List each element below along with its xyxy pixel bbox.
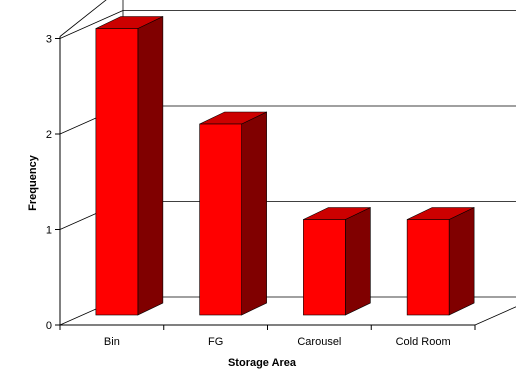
gridline-depth <box>59 10 124 39</box>
x-tick-label: FG <box>208 336 223 348</box>
bar-bin <box>95 16 164 316</box>
x-axis-title: Storage Area <box>228 357 297 369</box>
bar-front-face <box>199 123 242 316</box>
x-tick-label: Bin <box>104 336 120 348</box>
floor-right-edge <box>474 306 516 326</box>
bar-side-face <box>137 16 164 316</box>
y-tick-label: 2 <box>46 129 52 141</box>
bar-side-face <box>448 207 475 316</box>
bar-front-face <box>95 28 139 316</box>
bar-front-face <box>406 219 450 316</box>
bar-side-face <box>345 207 371 316</box>
y-tick-label: 1 <box>46 225 52 237</box>
y-tick-label: 3 <box>46 34 52 46</box>
y-tick-label: 0 <box>46 320 52 332</box>
y-axis-title: Frequency <box>27 154 39 211</box>
bars <box>95 16 475 316</box>
x-tick-label: Carousel <box>297 336 341 348</box>
bar-cold-room <box>406 207 475 316</box>
tick-labels: 0 1 2 3 Bin FG Carousel Cold Room <box>46 34 451 349</box>
bar-fg <box>199 111 267 316</box>
bar-front-face <box>303 219 346 316</box>
bar-carousel <box>303 207 371 316</box>
gridlines <box>59 10 516 230</box>
side-wall-top <box>59 0 107 37</box>
bar-side-face <box>241 111 267 316</box>
x-tick-label: Cold Room <box>396 336 451 348</box>
